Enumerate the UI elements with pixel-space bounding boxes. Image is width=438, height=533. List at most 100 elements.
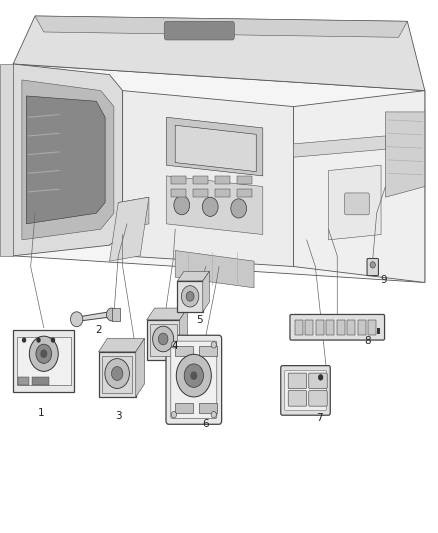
Circle shape [211, 411, 216, 418]
Bar [199, 403, 217, 413]
Circle shape [171, 342, 177, 348]
Polygon shape [112, 308, 120, 321]
Bar [171, 176, 186, 184]
Polygon shape [203, 271, 209, 312]
Circle shape [202, 197, 218, 216]
Polygon shape [166, 117, 263, 176]
Circle shape [181, 286, 199, 307]
FancyBboxPatch shape [164, 21, 234, 40]
FancyBboxPatch shape [171, 341, 217, 418]
FancyBboxPatch shape [288, 373, 307, 389]
Bar [175, 403, 193, 413]
Bar [295, 320, 303, 335]
Bar [147, 320, 180, 360]
Polygon shape [13, 16, 425, 91]
Circle shape [174, 196, 190, 215]
FancyBboxPatch shape [309, 373, 327, 389]
FancyBboxPatch shape [288, 391, 307, 406]
Circle shape [186, 292, 194, 301]
Circle shape [370, 262, 375, 268]
Polygon shape [118, 197, 149, 229]
Circle shape [171, 411, 177, 418]
Polygon shape [0, 64, 13, 256]
Bar [199, 346, 217, 356]
Polygon shape [13, 64, 123, 256]
Bar [32, 377, 49, 385]
Bar [316, 320, 324, 335]
Circle shape [22, 337, 26, 343]
Bar [150, 324, 177, 356]
Polygon shape [22, 80, 114, 240]
Bar [377, 328, 380, 334]
Bar [337, 320, 345, 335]
FancyBboxPatch shape [13, 330, 74, 392]
FancyBboxPatch shape [345, 193, 369, 215]
Text: 1: 1 [38, 408, 45, 418]
Polygon shape [166, 176, 263, 235]
Circle shape [111, 367, 123, 381]
Text: 5: 5 [196, 315, 203, 325]
Circle shape [51, 337, 55, 343]
Bar [237, 176, 252, 184]
Bar [237, 189, 252, 197]
Polygon shape [123, 91, 293, 266]
Bar [18, 377, 29, 385]
Text: 3: 3 [115, 411, 122, 421]
FancyBboxPatch shape [367, 259, 378, 276]
Circle shape [105, 359, 130, 389]
FancyBboxPatch shape [290, 314, 385, 340]
Polygon shape [175, 251, 254, 288]
FancyBboxPatch shape [166, 335, 222, 424]
Circle shape [36, 344, 52, 364]
Circle shape [36, 337, 41, 343]
Circle shape [71, 312, 83, 327]
Bar [193, 176, 208, 184]
Bar [175, 346, 193, 356]
FancyBboxPatch shape [17, 337, 71, 385]
Bar [215, 176, 230, 184]
Text: 2: 2 [95, 326, 102, 335]
Bar [368, 320, 376, 335]
Bar [347, 320, 355, 335]
Bar [305, 320, 313, 335]
Polygon shape [77, 312, 110, 321]
Bar [102, 356, 132, 393]
Polygon shape [99, 338, 145, 352]
Text: 6: 6 [202, 419, 209, 429]
Circle shape [158, 333, 168, 345]
Polygon shape [110, 197, 149, 261]
Bar [193, 189, 208, 197]
Bar [99, 352, 136, 397]
Polygon shape [328, 165, 381, 240]
Circle shape [231, 199, 247, 218]
Polygon shape [385, 112, 425, 197]
Polygon shape [13, 64, 425, 282]
Bar [215, 189, 230, 197]
Text: 7: 7 [316, 414, 323, 423]
Polygon shape [175, 125, 256, 172]
Text: 9: 9 [380, 275, 387, 285]
Circle shape [40, 350, 47, 358]
Circle shape [176, 354, 211, 397]
FancyBboxPatch shape [309, 391, 327, 406]
FancyBboxPatch shape [285, 370, 326, 410]
Polygon shape [180, 308, 187, 360]
Circle shape [318, 374, 323, 381]
Bar [177, 281, 203, 312]
Text: 8: 8 [364, 336, 371, 346]
Text: 4: 4 [172, 342, 179, 351]
Bar [358, 320, 366, 335]
Bar [326, 320, 334, 335]
Circle shape [190, 372, 197, 380]
Circle shape [211, 342, 216, 348]
Circle shape [106, 308, 117, 321]
Bar [171, 189, 186, 197]
Polygon shape [35, 16, 407, 37]
Circle shape [184, 364, 203, 387]
Circle shape [29, 336, 58, 372]
Polygon shape [147, 308, 187, 320]
Polygon shape [293, 136, 385, 157]
Circle shape [152, 326, 173, 352]
Polygon shape [177, 271, 209, 281]
Polygon shape [26, 96, 105, 224]
